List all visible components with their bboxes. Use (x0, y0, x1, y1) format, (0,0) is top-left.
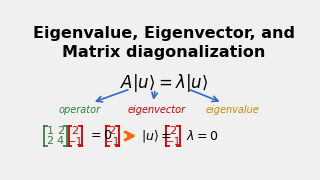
Text: $-1$: $-1$ (67, 135, 83, 147)
Text: 4: 4 (57, 136, 64, 146)
Text: 2: 2 (71, 126, 78, 136)
Text: eigenvector: eigenvector (127, 105, 186, 115)
Text: Matrix diagonalization: Matrix diagonalization (62, 45, 266, 60)
Text: 2: 2 (169, 126, 176, 136)
Text: 1: 1 (46, 126, 53, 136)
Text: 2: 2 (108, 126, 116, 136)
Text: $|u\rangle =$: $|u\rangle =$ (141, 128, 172, 144)
Text: $-1$: $-1$ (104, 135, 120, 147)
Text: $= 0$: $= 0$ (88, 129, 112, 142)
Text: $A|u\rangle = \lambda|u\rangle$: $A|u\rangle = \lambda|u\rangle$ (120, 72, 208, 94)
Text: 2: 2 (46, 136, 53, 146)
Text: 2: 2 (57, 126, 64, 136)
Text: $-1$: $-1$ (165, 135, 180, 147)
Text: $\lambda = 0$: $\lambda = 0$ (186, 129, 219, 143)
Text: eigenvalue: eigenvalue (205, 105, 259, 115)
Text: operator: operator (59, 105, 101, 115)
Text: Eigenvalue, Eigenvector, and: Eigenvalue, Eigenvector, and (33, 26, 295, 41)
